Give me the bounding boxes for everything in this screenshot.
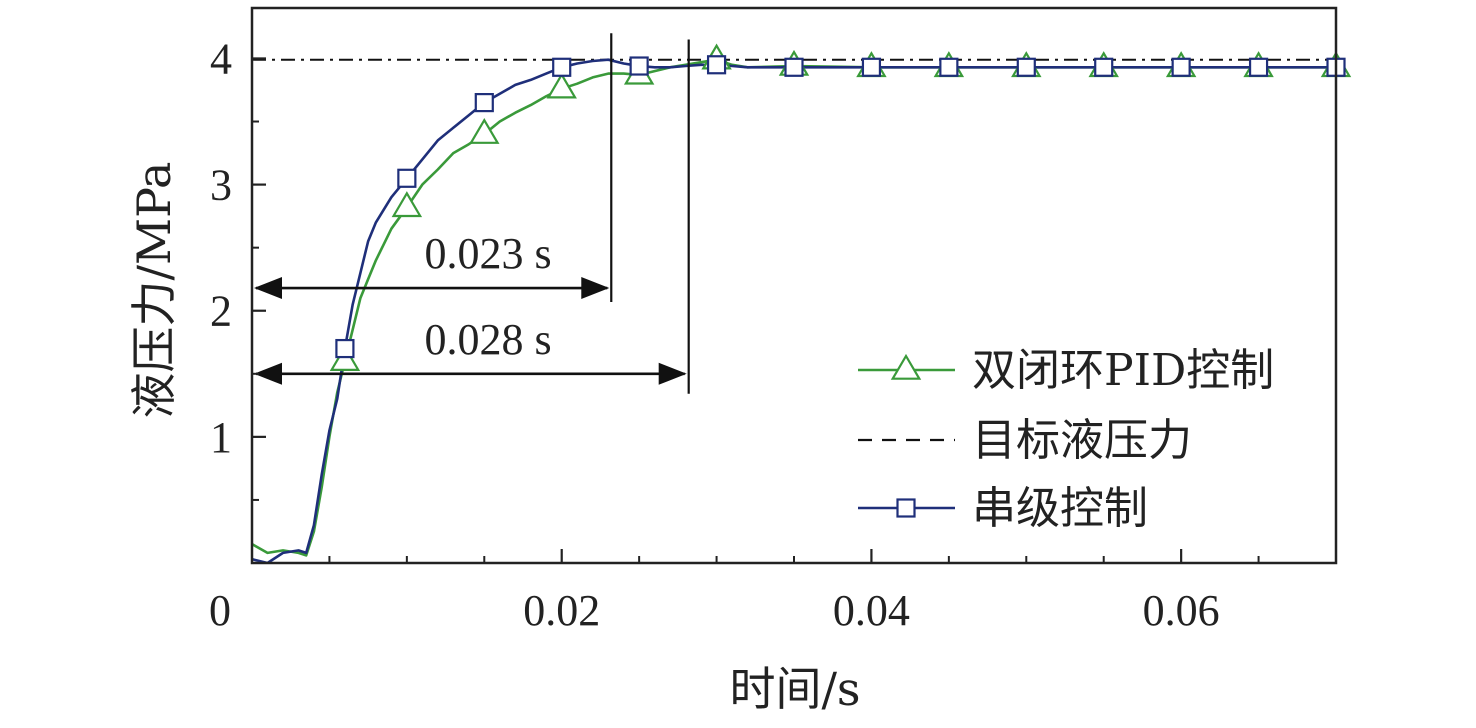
y-axis-title: 液压力/MPa [127,162,181,419]
series-2-marker-6 [784,57,804,77]
series-2-marker-11 [1171,57,1191,77]
series-0-marker-2 [469,117,500,144]
annotation-arrowhead-left-0 [254,277,282,300]
series-2-marker-8 [939,57,959,77]
legend-marker-2 [896,498,916,518]
series-2-marker-10 [1094,57,1114,77]
series-2-marker-0 [335,338,355,359]
series-2-marker-9 [1016,57,1036,77]
x-tick-label: 0.02 [523,586,600,635]
y-tick-label: 2 [210,287,232,336]
series-0-marker-3 [546,72,577,99]
series-2-marker-2 [474,93,494,113]
series-line-0 [252,58,1336,557]
legend-label-0: 双闭环PID控制 [972,345,1274,396]
annotation-arrowhead-right-1 [658,362,687,385]
annotation-label-1: 0.028 s [424,315,551,364]
y-tick-label: 3 [210,161,232,210]
plot-frame [250,6,1338,565]
annotation-arrowhead-right-0 [581,277,610,300]
series-2-marker-1 [397,168,417,188]
legend-label-1: 目标液压力 [972,415,1192,466]
series-2-marker-7 [861,57,882,77]
annotation-arrowhead-left-1 [254,362,282,385]
legend-label-2: 串级控制 [972,483,1148,534]
y-tick-label: 4 [210,34,232,83]
series-2-marker-5 [706,55,727,75]
series-2-marker-12 [1248,57,1269,77]
series-0-marker-0 [329,345,361,371]
series-0-marker-1 [391,191,423,218]
x-axis-title: 时间/s [729,662,860,716]
series-2-marker-4 [629,56,649,76]
x-tick-label: 0.06 [1143,586,1220,635]
y-tick-label: 1 [210,413,232,462]
legend-marker-0 [890,353,922,380]
series-line-2 [252,58,1336,563]
x-tick-label: 0.04 [833,586,910,635]
annotation-label-0: 0.023 s [424,229,551,278]
x-tick-label: 0 [209,586,231,635]
series-2-marker-3 [552,57,572,77]
